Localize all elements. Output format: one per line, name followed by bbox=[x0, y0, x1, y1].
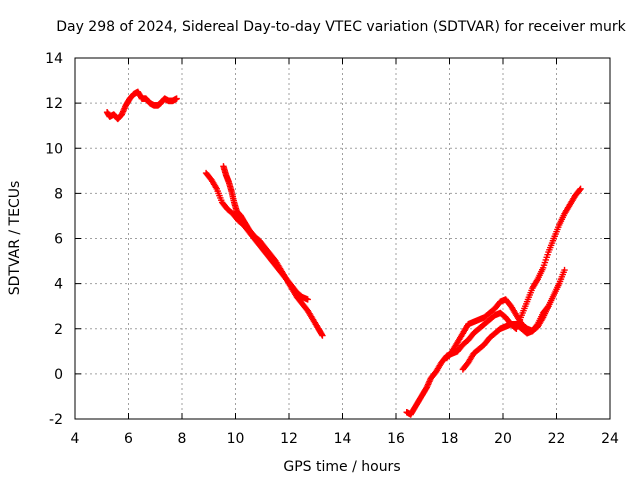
x-tick-label: 12 bbox=[280, 431, 298, 447]
series-arc-5 bbox=[443, 296, 552, 362]
y-tick-label: 4 bbox=[54, 277, 63, 293]
chart-title: Day 298 of 2024, Sidereal Day-to-day VTE… bbox=[56, 19, 626, 35]
x-tick-label: 10 bbox=[227, 431, 245, 447]
y-tick-label: 0 bbox=[54, 367, 63, 383]
data-point-marker bbox=[561, 266, 568, 274]
data-point-marker bbox=[577, 185, 584, 193]
y-tick-label: 14 bbox=[45, 51, 63, 67]
data-point-marker bbox=[576, 186, 583, 194]
data-points bbox=[103, 88, 584, 418]
series-arc-1 bbox=[103, 88, 180, 123]
x-tick-label: 20 bbox=[494, 431, 512, 447]
x-tick-label: 16 bbox=[387, 431, 405, 447]
y-tick-label: 6 bbox=[54, 232, 63, 248]
series-arc-4 bbox=[403, 185, 584, 418]
y-tick-label: 12 bbox=[45, 96, 63, 112]
data-point-marker bbox=[319, 332, 326, 339]
y-tick-label: 10 bbox=[45, 141, 63, 157]
x-tick-label: 6 bbox=[124, 431, 133, 447]
y-tick-labels: -2 0 2 4 6 8 10 12 14 bbox=[45, 51, 63, 428]
grid-lines bbox=[74, 57, 611, 420]
x-axis-label: GPS time / hours bbox=[283, 459, 400, 475]
series-arc-3 bbox=[220, 163, 326, 339]
x-tick-label: 24 bbox=[601, 431, 619, 447]
series-arc-6 bbox=[459, 266, 568, 373]
x-tick-labels: 4 6 8 10 12 14 16 18 20 22 24 bbox=[71, 431, 619, 447]
x-tick-label: 14 bbox=[334, 431, 352, 447]
y-tick-label: 8 bbox=[54, 186, 63, 202]
x-tick-label: 4 bbox=[71, 431, 80, 447]
plot-frame bbox=[74, 57, 611, 420]
y-axis-label: SDTVAR / TECUs bbox=[7, 181, 23, 296]
y-tick-label: 2 bbox=[54, 322, 63, 338]
x-tick-label: 22 bbox=[548, 431, 566, 447]
data-point-marker bbox=[173, 95, 180, 102]
y-tick-label: -2 bbox=[49, 412, 63, 428]
x-tick-label: 8 bbox=[178, 431, 187, 447]
data-point-marker bbox=[304, 296, 311, 303]
x-tick-label: 18 bbox=[441, 431, 459, 447]
